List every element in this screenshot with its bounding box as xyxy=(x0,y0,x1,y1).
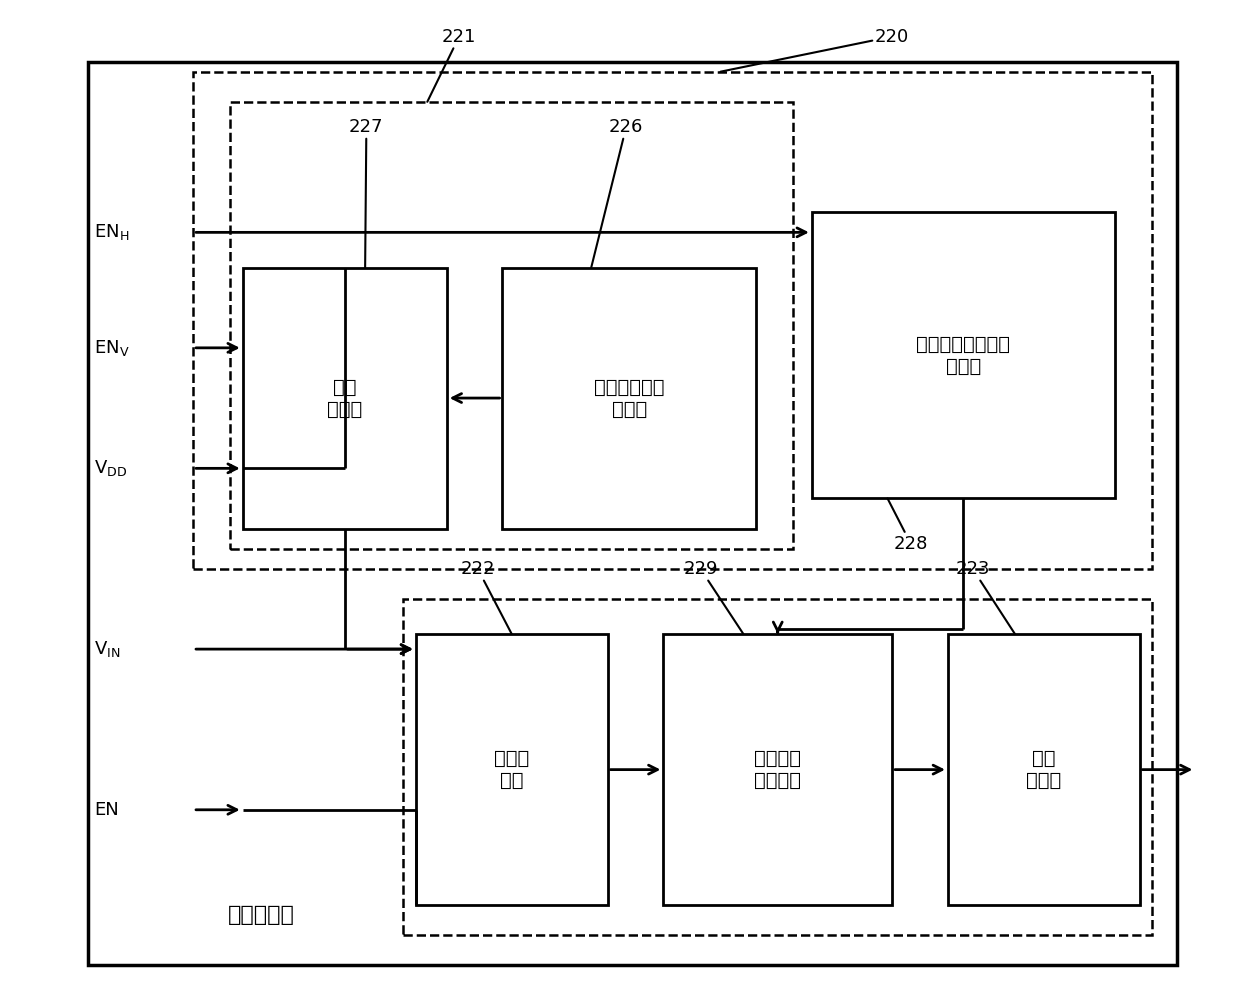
Text: EN$_\mathrm{V}$: EN$_\mathrm{V}$ xyxy=(94,337,130,357)
Bar xyxy=(812,212,1115,498)
Text: 222: 222 xyxy=(460,560,512,634)
Text: 220: 220 xyxy=(720,27,909,71)
Text: 221: 221 xyxy=(428,27,476,102)
Bar xyxy=(415,634,608,905)
Text: V$_\mathrm{DD}$: V$_\mathrm{DD}$ xyxy=(94,458,128,478)
Text: 触控振动响应信号
产生器: 触控振动响应信号 产生器 xyxy=(916,335,1011,376)
Text: 数模
转换器: 数模 转换器 xyxy=(327,378,362,419)
Bar xyxy=(193,71,1152,569)
Text: 振动提示信号
产生器: 振动提示信号 产生器 xyxy=(594,378,665,419)
Text: 226: 226 xyxy=(591,118,644,268)
Text: 229: 229 xyxy=(683,560,744,634)
Text: 功率放大器: 功率放大器 xyxy=(228,905,295,925)
Text: EN: EN xyxy=(94,801,119,819)
Text: 223: 223 xyxy=(955,560,1016,634)
Bar xyxy=(502,268,756,529)
Text: 预放大
单元: 预放大 单元 xyxy=(494,749,529,790)
Bar xyxy=(403,599,1152,936)
Text: 228: 228 xyxy=(888,498,928,553)
Text: 脉冲宽度
调制单元: 脉冲宽度 调制单元 xyxy=(754,749,801,790)
Text: 功率
晶体管: 功率 晶体管 xyxy=(1027,749,1061,790)
Text: V$_\mathrm{IN}$: V$_\mathrm{IN}$ xyxy=(94,639,120,660)
Bar xyxy=(947,634,1140,905)
Text: EN$_\mathrm{H}$: EN$_\mathrm{H}$ xyxy=(94,223,129,243)
Bar xyxy=(88,61,1177,966)
Bar xyxy=(243,268,446,529)
Bar xyxy=(231,102,794,549)
Text: 227: 227 xyxy=(350,118,383,268)
Bar xyxy=(663,634,893,905)
